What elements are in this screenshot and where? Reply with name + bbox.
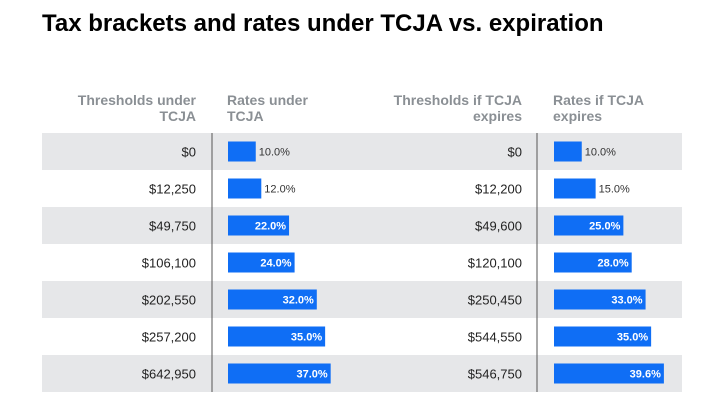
rate-bar bbox=[554, 141, 582, 162]
threshold-label: $49,600 bbox=[475, 219, 522, 234]
rate-bar bbox=[228, 363, 331, 384]
threshold-label: $49,750 bbox=[149, 219, 196, 234]
rate-value-label: 10.0% bbox=[259, 147, 290, 159]
rate-value-label: 33.0% bbox=[611, 295, 642, 307]
header-thresholds-expire: Thresholds if TCJA expires bbox=[393, 92, 522, 124]
rate-bar bbox=[228, 289, 317, 310]
rate-value-label: 35.0% bbox=[291, 332, 322, 344]
rate-bar bbox=[554, 178, 596, 199]
threshold-label: $257,200 bbox=[142, 330, 196, 345]
rate-bar bbox=[554, 215, 624, 236]
chart-title: Tax brackets and rates under TCJA vs. ex… bbox=[42, 10, 604, 37]
header-rates-expire: Rates if TCJA expires bbox=[553, 92, 644, 124]
rate-value-label: 28.0% bbox=[597, 258, 628, 270]
rate-bar bbox=[228, 215, 290, 236]
rate-value-label: 12.0% bbox=[264, 184, 295, 196]
rate-bar bbox=[554, 326, 652, 347]
threshold-label: $120,100 bbox=[468, 256, 522, 271]
threshold-label: $250,450 bbox=[468, 293, 522, 308]
rate-value-label: 32.0% bbox=[283, 295, 314, 307]
rate-value-label: 37.0% bbox=[296, 369, 327, 381]
rate-value-label: 39.6% bbox=[630, 369, 661, 381]
threshold-label: $106,100 bbox=[142, 256, 196, 271]
threshold-label: $546,750 bbox=[468, 367, 522, 382]
rate-value-label: 10.0% bbox=[585, 147, 616, 159]
threshold-label: $544,550 bbox=[468, 330, 522, 345]
rate-value-label: 25.0% bbox=[589, 221, 620, 233]
rate-bar bbox=[228, 252, 295, 273]
rate-value-label: 15.0% bbox=[599, 184, 630, 196]
rate-bar bbox=[554, 252, 632, 273]
header-rates-tcja: Rates under TCJA bbox=[227, 92, 308, 124]
header-thresholds-tcja: Thresholds under TCJA bbox=[77, 92, 196, 124]
threshold-label: $12,250 bbox=[149, 182, 196, 197]
rate-bar bbox=[554, 363, 664, 384]
rate-value-label: 22.0% bbox=[255, 221, 286, 233]
threshold-label: $0 bbox=[182, 145, 196, 160]
threshold-label: $642,950 bbox=[142, 367, 196, 382]
rate-bar bbox=[228, 178, 262, 199]
rate-bar bbox=[228, 141, 256, 162]
threshold-label: $12,200 bbox=[475, 182, 522, 197]
rate-bar bbox=[228, 326, 326, 347]
rate-bar bbox=[554, 289, 646, 310]
rate-value-label: 35.0% bbox=[617, 332, 648, 344]
rate-value-label: 24.0% bbox=[260, 258, 291, 270]
threshold-label: $0 bbox=[508, 145, 522, 160]
threshold-label: $202,550 bbox=[142, 293, 196, 308]
